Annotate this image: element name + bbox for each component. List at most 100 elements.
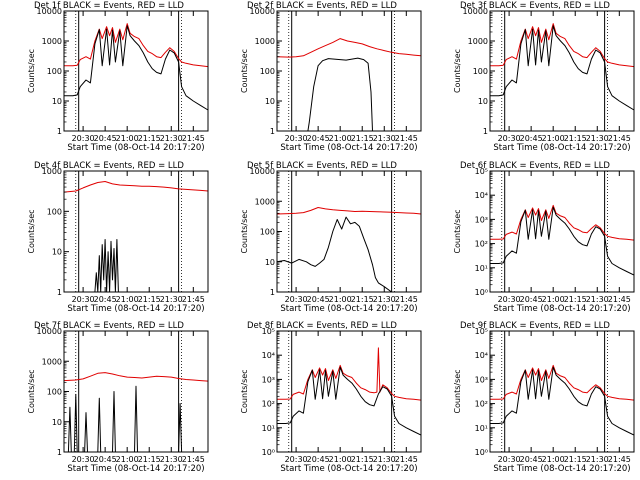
- chart-title: Det 6f BLACK = Events, RED = LLD: [460, 161, 610, 171]
- y-tick-label: 1: [270, 127, 275, 136]
- lld-series-line: [63, 181, 209, 193]
- chart-panel-7: Det 7f BLACK = Events, RED = LLD 1 10 100 10…: [27, 321, 209, 474]
- x-tick-label: 21:45: [395, 455, 418, 464]
- y-tick-label: 10⁵: [262, 327, 275, 336]
- y-tick-label: 10³: [475, 375, 488, 384]
- events-series-line: [94, 239, 120, 293]
- x-tick-label: 21:30: [586, 134, 609, 143]
- x-tick-label: 21:15: [564, 455, 587, 464]
- lld-series-line: [276, 207, 422, 215]
- plot-frame: [63, 170, 209, 293]
- plot-frame: [63, 10, 209, 132]
- x-axis-label: Start Time (08-Oct-14 20:17:20): [280, 143, 417, 153]
- x-tick-label: 21:00: [542, 295, 565, 304]
- chart-title: Det 5f BLACK = Events, RED = LLD: [247, 161, 397, 171]
- y-tick-label: 10⁰: [262, 448, 275, 457]
- y-tick-label: 1000: [42, 37, 62, 46]
- y-tick-label: 1: [483, 127, 488, 136]
- events-series-line: [490, 206, 635, 276]
- x-tick-label: 21:45: [182, 455, 205, 464]
- chart-panel-4: Det 4f BLACK = Events, RED = LLD 1 10 100 10…: [27, 161, 209, 314]
- x-tick-label: 21:00: [329, 455, 352, 464]
- x-axis-label: Start Time (08-Oct-14 20:17:20): [493, 304, 630, 314]
- y-tick-label: 1000: [255, 197, 275, 206]
- y-axis-label: Counts/sec: [240, 369, 249, 413]
- x-tick-label: 21:45: [608, 455, 631, 464]
- chart-panel-6: Det 6f BLACK = Events, RED = LLD 10⁰ 10¹ 10…: [453, 161, 635, 314]
- y-tick-label: 10¹: [262, 424, 275, 433]
- x-tick-label: 21:00: [116, 455, 139, 464]
- y-tick-label: 10²: [475, 400, 488, 409]
- events-series-line: [490, 366, 635, 436]
- x-tick-label: 21:00: [116, 134, 139, 143]
- x-axis-label: Start Time (08-Oct-14 20:17:20): [493, 464, 630, 474]
- x-tick-label: 21:45: [182, 134, 205, 143]
- x-tick-label: 21:30: [586, 295, 609, 304]
- y-tick-label: 1: [57, 127, 62, 136]
- y-tick-label: 10²: [475, 240, 488, 249]
- x-tick-label: 21:45: [395, 295, 418, 304]
- x-tick-label: 21:15: [564, 134, 587, 143]
- chart-title: Det 9f BLACK = Events, RED = LLD: [460, 321, 610, 331]
- y-tick-label: 10: [478, 97, 488, 106]
- y-tick-label: 10⁴: [475, 351, 488, 360]
- lld-series-line: [277, 347, 422, 401]
- x-tick-label: 20:45: [520, 295, 543, 304]
- plot-frame: [276, 330, 422, 453]
- y-tick-label: 10000: [37, 7, 62, 16]
- y-tick-label: 10¹: [475, 264, 488, 273]
- x-tick-label: 20:30: [498, 295, 521, 304]
- plot-frame: [276, 10, 422, 132]
- x-tick-label: 20:45: [94, 455, 117, 464]
- x-tick-label: 21:15: [351, 134, 374, 143]
- y-tick-label: 10: [52, 248, 62, 257]
- plot-frame: [276, 170, 422, 293]
- x-tick-label: 20:45: [520, 134, 543, 143]
- x-tick-label: 21:30: [373, 134, 396, 143]
- x-tick-label: 21:00: [329, 134, 352, 143]
- events-series-line: [64, 25, 209, 111]
- y-axis-label: Counts/sec: [453, 209, 462, 253]
- x-tick-label: 20:30: [72, 295, 95, 304]
- x-tick-label: 21:15: [564, 295, 587, 304]
- x-tick-label: 20:45: [94, 134, 117, 143]
- plot-frame: [489, 330, 635, 453]
- y-tick-label: 10: [52, 97, 62, 106]
- y-tick-label: 10000: [463, 7, 488, 16]
- events-series-line: [67, 385, 183, 453]
- y-tick-label: 10000: [250, 167, 275, 176]
- x-tick-label: 21:30: [160, 455, 183, 464]
- y-tick-label: 10⁵: [475, 327, 488, 336]
- lld-series-line: [64, 23, 209, 68]
- plot-frame: [489, 10, 635, 132]
- y-tick-label: 1000: [255, 37, 275, 46]
- lld-series-line: [276, 38, 422, 58]
- chart-panel-9: Det 9f BLACK = Events, RED = LLD 10⁰ 10¹ 10…: [453, 321, 635, 474]
- x-tick-label: 21:30: [586, 455, 609, 464]
- x-tick-label: 21:00: [329, 295, 352, 304]
- y-tick-label: 1: [270, 288, 275, 297]
- y-axis-label: Counts/sec: [27, 209, 36, 253]
- y-tick-label: 1: [57, 288, 62, 297]
- x-tick-label: 21:30: [160, 295, 183, 304]
- chart-title: Det 3f BLACK = Events, RED = LLD: [460, 1, 610, 11]
- chart-title: Det 1f BLACK = Events, RED = LLD: [34, 1, 184, 11]
- x-tick-label: 20:30: [285, 455, 308, 464]
- x-tick-label: 21:15: [138, 295, 161, 304]
- y-tick-label: 100: [260, 228, 275, 237]
- chart-panel-2: Det 2f BLACK = Events, RED = LLD 1 10 100 10…: [240, 1, 422, 153]
- y-tick-label: 10⁰: [475, 448, 488, 457]
- y-tick-label: 10000: [250, 7, 275, 16]
- y-tick-label: 100: [260, 67, 275, 76]
- chart-panel-3: Det 3f BLACK = Events, RED = LLD 1 10 100 10…: [453, 1, 635, 153]
- y-tick-label: 1000: [42, 167, 62, 176]
- y-tick-label: 10: [265, 97, 275, 106]
- x-tick-label: 20:30: [498, 455, 521, 464]
- chart-title: Det 2f BLACK = Events, RED = LLD: [247, 1, 397, 11]
- y-tick-label: 10²: [262, 400, 275, 409]
- x-tick-label: 20:45: [307, 295, 330, 304]
- plot-frame: [489, 170, 635, 293]
- chart-title: Det 8f BLACK = Events, RED = LLD: [247, 321, 397, 331]
- y-axis-label: Counts/sec: [240, 209, 249, 253]
